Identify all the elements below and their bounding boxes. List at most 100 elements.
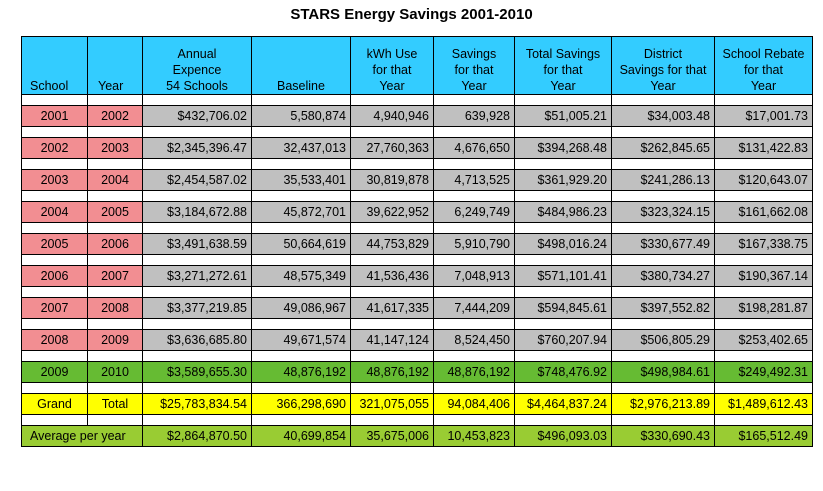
spacer-cell [350, 286, 434, 298]
spacer-cell [87, 286, 143, 298]
table-row: 2002 2003 $2,345,396.47 32,437,013 27,760,36… [21, 137, 813, 159]
average-label-cell: Average per year [21, 425, 143, 447]
spacer-cell [21, 190, 88, 202]
rebate-cell: $120,643.07 [714, 169, 813, 191]
savings-cell: 8,524,450 [433, 329, 515, 351]
table-row: 2003 2004 $2,454,587.02 35,533,401 30,819,87… [21, 169, 813, 191]
year-cell: 2006 [87, 233, 143, 255]
total-cell: $394,268.48 [514, 137, 612, 159]
header-school: School [21, 36, 88, 95]
school-cell: 2008 [21, 329, 88, 351]
annual-cell: $3,184,672.88 [142, 201, 252, 223]
spacer-cell [514, 94, 612, 106]
spacer-cell [611, 382, 715, 394]
spacer-cell [433, 414, 515, 426]
header-annual-line3: 54 Schools [166, 79, 228, 93]
total-cell: $594,845.61 [514, 297, 612, 319]
spacer-row [21, 382, 813, 394]
baseline-cell: 45,872,701 [251, 201, 351, 223]
annual-cell: $3,377,219.85 [142, 297, 252, 319]
total-cell: $498,016.24 [514, 233, 612, 255]
table-row: 2006 2007 $3,271,272.61 48,575,349 41,536,43… [21, 265, 813, 287]
total-cell: $361,929.20 [514, 169, 612, 191]
spacer-cell [251, 126, 351, 138]
total-cell: $484,986.23 [514, 201, 612, 223]
annual-cell: $3,636,685.80 [142, 329, 252, 351]
savings-cell: 6,249,749 [433, 201, 515, 223]
total-label-cell: Total [87, 393, 143, 415]
spacer-cell [142, 126, 252, 138]
kwh-cell: 41,617,335 [350, 297, 434, 319]
header-savings-line2: for that [454, 63, 494, 77]
savings-cell: 4,676,650 [433, 137, 515, 159]
district-cell: $506,805.29 [611, 329, 715, 351]
rebate-cell: $161,662.08 [714, 201, 813, 223]
school-cell: 2005 [21, 233, 88, 255]
spacer-cell [514, 318, 612, 330]
year-cell: 2010 [87, 361, 143, 383]
school-cell: 2006 [21, 265, 88, 287]
header-kwh-line1: kWh Use [366, 47, 418, 61]
energy-savings-table: School Year Annual Expence 54 Schools Ba… [21, 36, 813, 447]
spacer-row [21, 286, 813, 298]
savings-cell: 5,910,790 [433, 233, 515, 255]
total-cell: $748,476.92 [514, 361, 612, 383]
header-savings-line3: Year [461, 79, 487, 93]
spacer-row [21, 254, 813, 266]
spacer-cell [611, 350, 715, 362]
spacer-cell [714, 158, 813, 170]
spacer-cell [714, 94, 813, 106]
savings-cell: 4,713,525 [433, 169, 515, 191]
savings-cell: 7,444,209 [433, 297, 515, 319]
spacer-cell [87, 254, 143, 266]
header-year: Year [87, 36, 143, 95]
spacer-cell [251, 286, 351, 298]
school-cell: 2009 [21, 361, 88, 383]
spacer-cell [21, 286, 88, 298]
spacer-cell [21, 126, 88, 138]
spacer-cell [514, 190, 612, 202]
spacer-cell [87, 414, 143, 426]
spacer-cell [611, 254, 715, 266]
spacer-cell [87, 382, 143, 394]
spacer-cell [350, 254, 434, 266]
header-district-line1: District [643, 47, 683, 61]
spacer-cell [433, 382, 515, 394]
spacer-cell [433, 94, 515, 106]
annual-cell: $3,271,272.61 [142, 265, 252, 287]
rebate-cell: $17,001.73 [714, 105, 813, 127]
spacer-cell [433, 126, 515, 138]
spacer-cell [251, 254, 351, 266]
spacer-cell [142, 158, 252, 170]
district-cell: $397,552.82 [611, 297, 715, 319]
spacer-cell [142, 190, 252, 202]
rebate-total-cell: $1,489,612.43 [714, 393, 813, 415]
spacer-cell [142, 222, 252, 234]
spacer-cell [87, 222, 143, 234]
district-average-cell: $330,690.43 [611, 425, 715, 447]
header-district-line2: Savings for that [619, 63, 707, 77]
spacer-cell [350, 126, 434, 138]
kwh-cell: 27,760,363 [350, 137, 434, 159]
header-total-line3: Year [550, 79, 576, 93]
spacer-cell [611, 286, 715, 298]
district-cell: $323,324.15 [611, 201, 715, 223]
spacer-cell [514, 382, 612, 394]
table-row: 2001 2002 $432,706.02 5,580,874 4,940,946 639… [21, 105, 813, 127]
rebate-cell: $253,402.65 [714, 329, 813, 351]
spacer-cell [611, 126, 715, 138]
spacer-cell [433, 190, 515, 202]
table-row: 2004 2005 $3,184,672.88 45,872,701 39,622,95… [21, 201, 813, 223]
spacer-cell [714, 350, 813, 362]
header-rebate-line3: Year [750, 79, 777, 93]
annual-total-cell: $25,783,834.54 [142, 393, 252, 415]
header-savings: Savings for that Year [433, 36, 515, 95]
header-annual-expence: Annual Expence 54 Schools [142, 36, 252, 95]
spacer-cell [251, 350, 351, 362]
baseline-cell: 32,437,013 [251, 137, 351, 159]
year-cell: 2005 [87, 201, 143, 223]
spacer-cell [251, 414, 351, 426]
header-total-line2: for that [543, 63, 583, 77]
spacer-cell [21, 382, 88, 394]
kwh-cell: 44,753,829 [350, 233, 434, 255]
